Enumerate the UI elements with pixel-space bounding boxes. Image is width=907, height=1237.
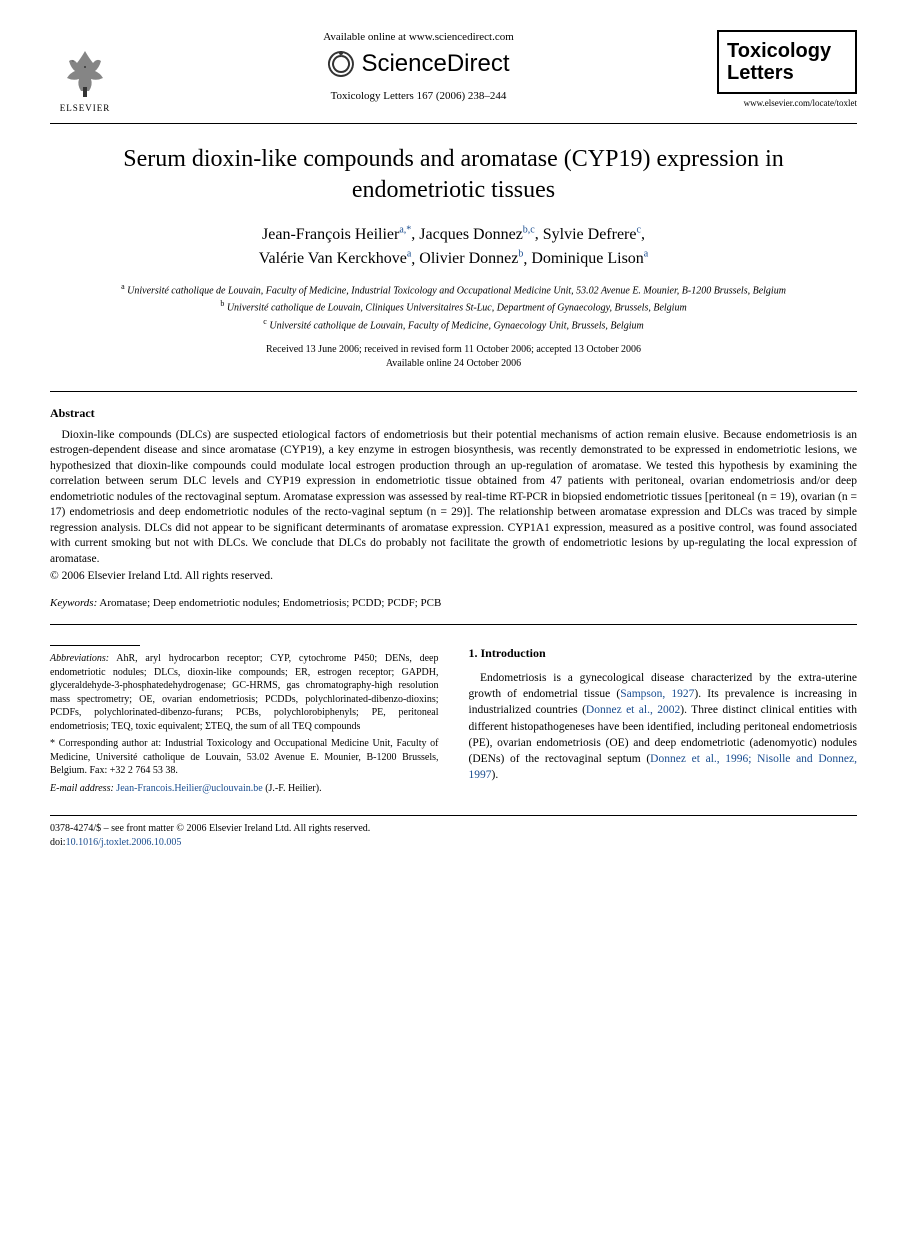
elsevier-label: ELSEVIER xyxy=(60,103,111,115)
abbreviations-label: Abbreviations: xyxy=(50,653,109,664)
corresponding-label: Corresponding author at: xyxy=(59,738,161,749)
footer-block: 0378-4274/$ – see front matter © 2006 El… xyxy=(50,822,857,850)
journal-box-wrapper: Toxicology Letters www.elsevier.com/loca… xyxy=(717,30,857,110)
dates-block: Received 13 June 2006; received in revis… xyxy=(50,343,857,371)
email-link[interactable]: Jean-Francois.Heilier@uclouvain.be xyxy=(116,783,262,794)
copyright-line: © 2006 Elsevier Ireland Ltd. All rights … xyxy=(50,569,857,584)
email-label: E-mail address: xyxy=(50,783,114,794)
keywords-label: Keywords: xyxy=(50,597,97,609)
author: Jacques Donnezb,c xyxy=(419,226,534,243)
center-header: Available online at www.sciencedirect.co… xyxy=(120,30,717,104)
corresponding-author-block: * Corresponding author at: Industrial To… xyxy=(50,737,439,778)
affiliation: b Université catholique de Louvain, Clin… xyxy=(50,298,857,315)
author: Olivier Donnezb xyxy=(419,250,523,267)
abbreviations-text: AhR, aryl hydrocarbon receptor; CYP, cyt… xyxy=(50,653,439,732)
elsevier-tree-icon xyxy=(55,43,115,103)
journal-url: www.elsevier.com/locate/toxlet xyxy=(717,98,857,110)
available-online-text: Available online at www.sciencedirect.co… xyxy=(140,30,697,44)
right-column: 1. Introduction Endometriosis is a gynec… xyxy=(469,645,858,795)
author: Valérie Van Kerckhovea xyxy=(259,250,412,267)
email-name: (J.-F. Heilier). xyxy=(265,783,321,794)
email-block: E-mail address: Jean-Francois.Heilier@uc… xyxy=(50,782,439,796)
authors-block: Jean-François Heiliera,*, Jacques Donnez… xyxy=(50,222,857,271)
abstract-bottom-rule xyxy=(50,624,857,625)
affiliation: c Université catholique de Louvain, Facu… xyxy=(50,316,857,333)
two-column-section: Abbreviations: AhR, aryl hydrocarbon rec… xyxy=(50,645,857,795)
doi-link[interactable]: 10.1016/j.toxlet.2006.10.005 xyxy=(66,837,182,848)
reference-link[interactable]: Donnez et al., 2002 xyxy=(586,704,680,716)
doi-line: doi:10.1016/j.toxlet.2006.10.005 xyxy=(50,836,857,850)
footer-rule xyxy=(50,815,857,816)
sciencedirect-logo: ScienceDirect xyxy=(140,48,697,79)
affiliation: a Université catholique de Louvain, Facu… xyxy=(50,281,857,298)
received-dates: Received 13 June 2006; received in revis… xyxy=(50,343,857,357)
journal-title-2: Letters xyxy=(727,62,847,84)
keywords-list: Aromatase; Deep endometriotic nodules; E… xyxy=(99,597,441,609)
abstract-body: Dioxin-like compounds (DLCs) are suspect… xyxy=(50,428,857,568)
footnote-rule xyxy=(50,645,140,646)
issn-line: 0378-4274/$ – see front matter © 2006 El… xyxy=(50,822,857,836)
abstract-top-rule xyxy=(50,391,857,392)
citation-text: Toxicology Letters 167 (2006) 238–244 xyxy=(140,89,697,103)
introduction-paragraph: Endometriosis is a gynecological disease… xyxy=(469,670,858,783)
introduction-heading: 1. Introduction xyxy=(469,645,858,662)
keywords-block: Keywords: Aromatase; Deep endometriotic … xyxy=(50,596,857,610)
author: Jean-François Heiliera,* xyxy=(262,226,411,243)
article-title: Serum dioxin-like compounds and aromatas… xyxy=(90,144,817,206)
reference-link[interactable]: Sampson, 1927 xyxy=(620,688,694,700)
header-rule xyxy=(50,123,857,124)
sciencedirect-icon xyxy=(327,50,355,78)
journal-box: Toxicology Letters xyxy=(717,30,857,94)
author: Sylvie Defrerec xyxy=(543,226,641,243)
corresponding-marker: * xyxy=(50,738,55,749)
available-date: Available online 24 October 2006 xyxy=(50,357,857,371)
left-column: Abbreviations: AhR, aryl hydrocarbon rec… xyxy=(50,645,439,795)
elsevier-logo: ELSEVIER xyxy=(50,30,120,115)
journal-title-1: Toxicology xyxy=(727,40,847,62)
abbreviations-block: Abbreviations: AhR, aryl hydrocarbon rec… xyxy=(50,652,439,733)
author: Dominique Lisona xyxy=(531,250,648,267)
affiliations-block: a Université catholique de Louvain, Facu… xyxy=(50,281,857,333)
abstract-heading: Abstract xyxy=(50,406,857,422)
sciencedirect-text: ScienceDirect xyxy=(361,48,509,79)
header-row: ELSEVIER Available online at www.science… xyxy=(50,30,857,115)
